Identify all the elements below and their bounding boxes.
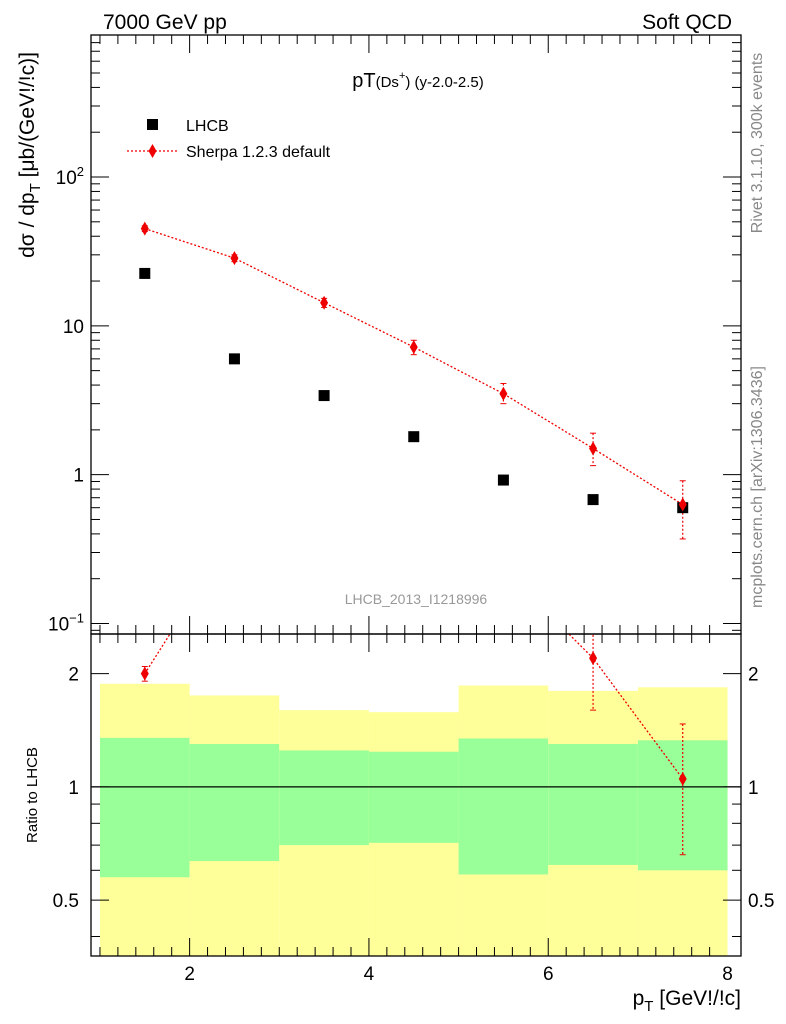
legend-marker-lhcb — [147, 119, 158, 130]
rivet-label: Rivet 3.1.10, 300k events — [749, 53, 766, 234]
sherpa-point-2 — [320, 295, 329, 310]
ratio-y-label: Ratio to LHCB — [24, 747, 41, 843]
header-right: Soft QCD — [642, 11, 732, 34]
lhcb-point-3 — [408, 431, 420, 443]
xtick-label-2: 6 — [543, 964, 554, 985]
ratio-ytick-label-right-0: 0.5 — [748, 891, 774, 912]
uncertainty-band-green-1 — [189, 744, 280, 862]
xtick-label-1: 4 — [364, 964, 375, 985]
xtick-label-3: 8 — [722, 964, 733, 985]
header-left: 7000 GeV pp — [103, 11, 227, 34]
ratio-point-0 — [140, 666, 149, 681]
main-ytick-label-0: 10−1 — [48, 610, 84, 635]
ratio-ytick-label-right-1: 1 — [748, 778, 759, 799]
ratio-point-5 — [589, 651, 598, 666]
sherpa-line — [144, 228, 684, 506]
uncertainty-band-green-2 — [279, 750, 369, 846]
lhcb-point-5 — [587, 494, 599, 506]
main-ytick-label-1: 1 — [73, 466, 84, 487]
legend-label-sherpa: Sherpa 1.2.3 default — [186, 144, 331, 161]
x-axis-label: pT [GeV!/!c] — [633, 987, 741, 1015]
sherpa-point-6 — [678, 497, 687, 512]
lhcb-point-0 — [139, 267, 151, 279]
xtick-label-0: 2 — [184, 964, 195, 985]
legend: LHCB Sherpa 1.2.3 default — [127, 118, 331, 161]
y-axis-label: dσ / dpT [μb/(GeV!/!c)] — [16, 52, 44, 258]
ratio-point-6 — [678, 771, 687, 786]
main-ytick-label-3: 102 — [56, 164, 84, 189]
lhcb-point-1 — [228, 353, 240, 365]
ratio-series — [140, 634, 687, 856]
lhcb-point-2 — [318, 390, 330, 402]
uncertainty-band-green-5 — [548, 744, 638, 865]
legend-marker-sherpa — [148, 144, 157, 158]
ratio-ytick-label-left-0: 0.5 — [53, 891, 79, 912]
sherpa-point-5 — [589, 441, 598, 456]
uncertainty-band-green-3 — [368, 751, 459, 843]
ratio-ytick-label-right-2: 2 — [748, 665, 759, 686]
main-ytick-label-2: 10 — [63, 317, 84, 338]
ratio-panel: 0.5 0.5 1 1 2 2 2 4 6 8 Ratio to LHCB pT [GeV!/!c… — [24, 633, 774, 1015]
sherpa-point-4 — [499, 386, 508, 401]
sherpa-point-1 — [230, 251, 239, 266]
uncertainty-band-green-4 — [458, 738, 549, 875]
sherpa-point-3 — [409, 340, 418, 355]
uncertainty-band-green-0 — [99, 737, 190, 878]
sherpa-point-0 — [140, 221, 149, 236]
plot-title: pT(Ds+) (y-2.0-2.5) — [352, 70, 483, 92]
lhcb-point-4 — [497, 474, 509, 486]
mcplots-label: mcplots.cern.ch [arXiv:1306.3436] — [749, 366, 766, 608]
analysis-watermark: LHCB_2013_I1218996 — [345, 591, 488, 607]
ratio-ytick-label-left-2: 2 — [68, 665, 79, 686]
ratio-frame — [90, 633, 742, 957]
main-panel: 10−1 1 10 102 pT(Ds+) (y-2.0-2.5) dσ / dpT … — [16, 34, 742, 635]
ratio-ytick-label-left-1: 1 — [68, 778, 79, 799]
legend-label-lhcb: LHCB — [186, 118, 229, 135]
